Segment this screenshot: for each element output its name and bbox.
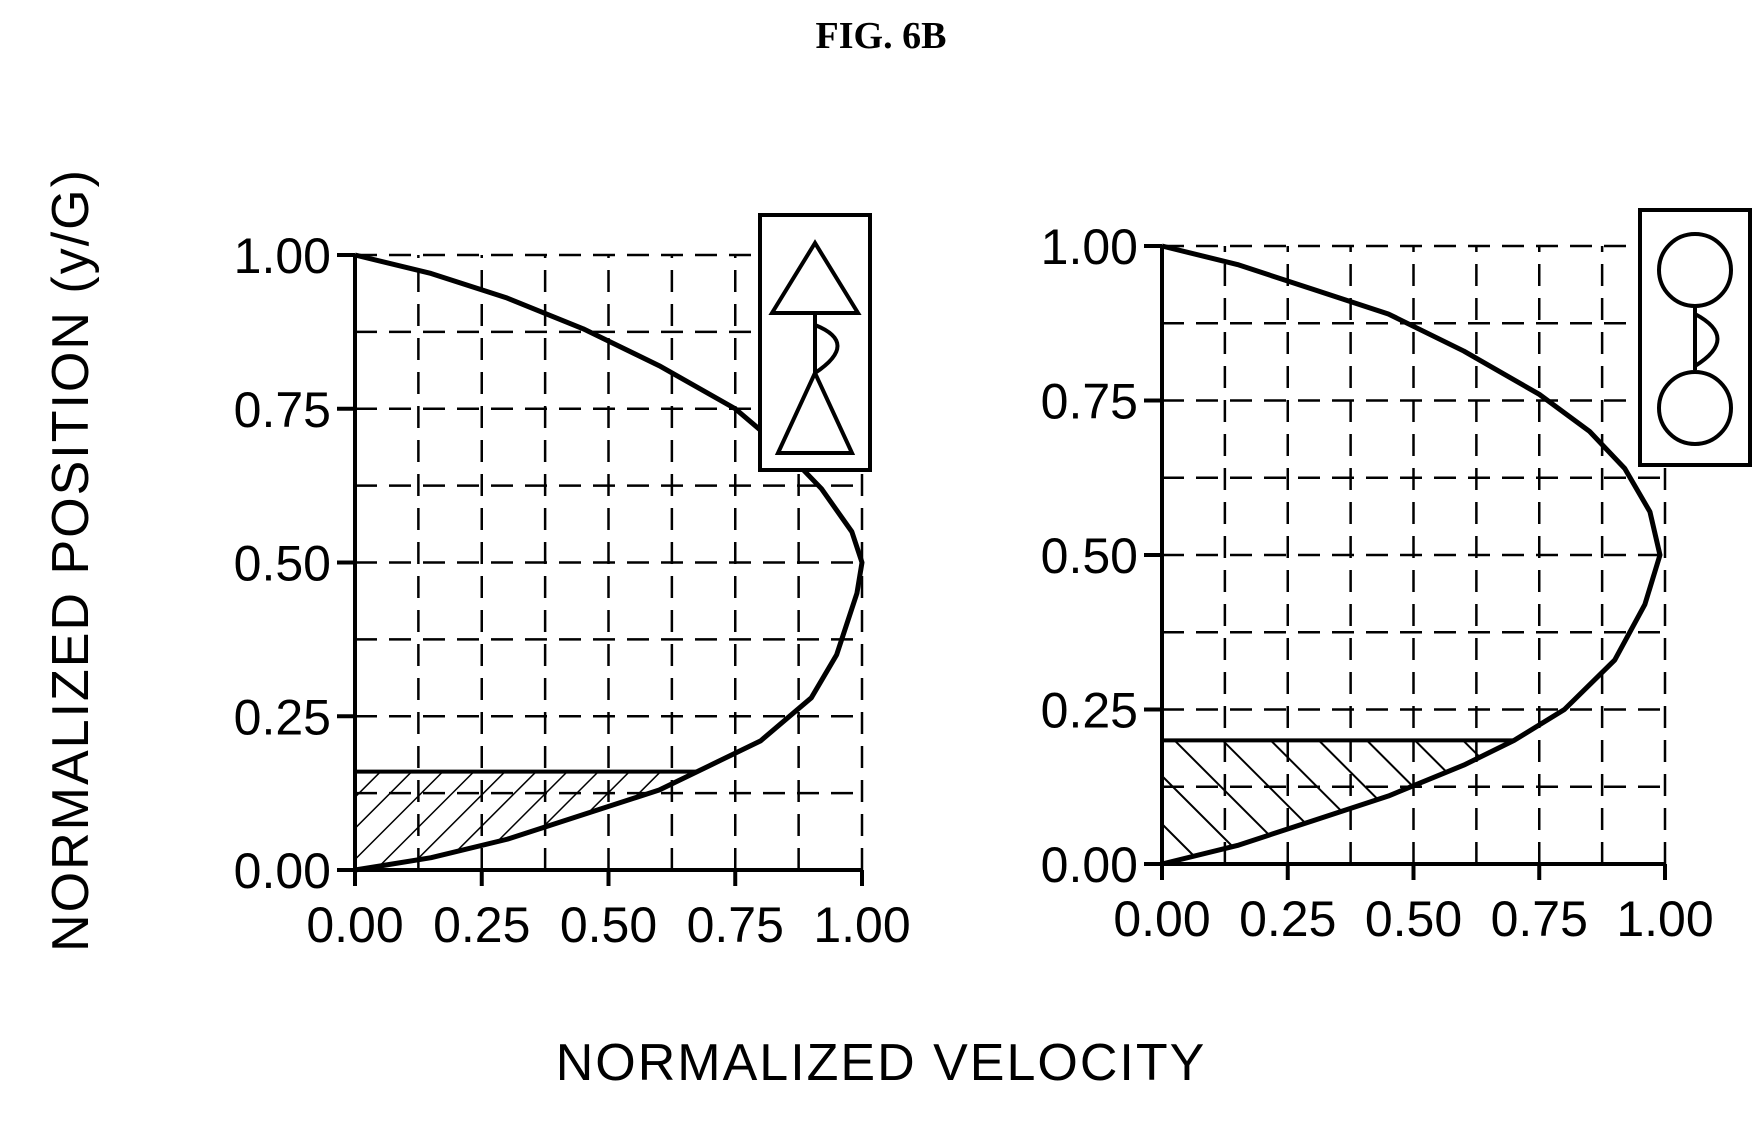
x-tick-label: 0.25 xyxy=(433,897,530,953)
x-tick-label: 0.25 xyxy=(1239,891,1336,947)
y-tick-label: 0.75 xyxy=(234,382,331,438)
x-tick-label: 0.00 xyxy=(1113,891,1210,947)
figure-title: FIG. 6B xyxy=(816,15,947,57)
y-tick-label: 0.25 xyxy=(234,689,331,745)
shaded-region xyxy=(1162,740,1515,864)
x-axis-title: NORMALIZED VELOCITY xyxy=(556,1034,1207,1092)
x-tick-label: 0.00 xyxy=(306,897,403,953)
y-tick-label: 0.75 xyxy=(1041,374,1138,430)
y-tick-label: 0.25 xyxy=(1041,683,1138,739)
circle-bump-circle-icon xyxy=(1638,208,1752,467)
x-tick-label: 0.75 xyxy=(1491,891,1588,947)
y-tick-label: 0.50 xyxy=(234,536,331,592)
series-line xyxy=(1161,243,1663,867)
triangle-bump-triangle-icon xyxy=(758,213,872,472)
y-tick-label: 0.50 xyxy=(1041,528,1138,584)
y-tick-label: 1.00 xyxy=(1041,219,1138,275)
x-tick-label: 1.00 xyxy=(813,897,910,953)
x-tick-label: 0.50 xyxy=(1365,891,1462,947)
y-tick-label: 0.00 xyxy=(234,843,331,899)
y-tick-label: 1.00 xyxy=(234,228,331,284)
y-axis-title: NORMALIZED POSITION (y/G) xyxy=(42,168,100,952)
x-tick-label: 0.50 xyxy=(560,897,657,953)
chart-panel-right: 0.00 0.25 0.50 0.75 1.00 0.00 0.25 0.50 0.75 1.00 xyxy=(1041,219,1714,947)
series-line xyxy=(354,252,865,873)
y-tick-label: 0.00 xyxy=(1041,837,1138,893)
shaded-region xyxy=(355,771,698,870)
x-tick-label: 1.00 xyxy=(1616,891,1713,947)
x-tick-label: 0.75 xyxy=(687,897,784,953)
